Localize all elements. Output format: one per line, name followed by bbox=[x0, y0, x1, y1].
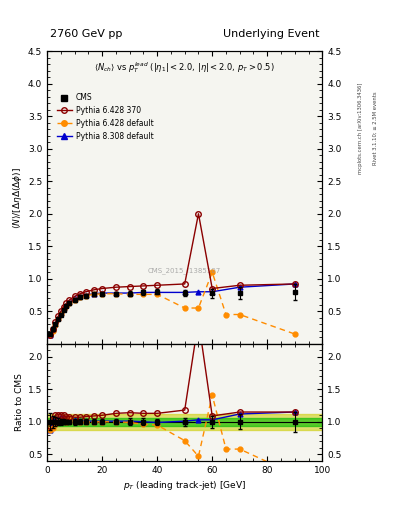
Text: CMS_2015_I1385107: CMS_2015_I1385107 bbox=[148, 267, 221, 274]
Legend: CMS, Pythia 6.428 370, Pythia 6.428 default, Pythia 8.308 default: CMS, Pythia 6.428 370, Pythia 6.428 defa… bbox=[54, 90, 157, 144]
Text: Rivet 3.1.10; ≥ 2.5M events: Rivet 3.1.10; ≥ 2.5M events bbox=[373, 91, 378, 165]
Text: Underlying Event: Underlying Event bbox=[223, 30, 320, 39]
Bar bbox=[47, 418, 322, 425]
Text: 2760 GeV pp: 2760 GeV pp bbox=[50, 30, 122, 39]
Y-axis label: $\langle N\rangle/[\Delta\eta\Delta(\Delta\phi)]$: $\langle N\rangle/[\Delta\eta\Delta(\Del… bbox=[11, 166, 24, 228]
Y-axis label: Ratio to CMS: Ratio to CMS bbox=[15, 373, 24, 431]
Text: mcplots.cern.ch [arXiv:1306.3436]: mcplots.cern.ch [arXiv:1306.3436] bbox=[358, 82, 363, 174]
Bar bbox=[47, 414, 322, 430]
X-axis label: $p_T$ (leading track-jet) [GeV]: $p_T$ (leading track-jet) [GeV] bbox=[123, 479, 246, 492]
Text: $\langle N_{ch}\rangle$ vs $p_T^{lead}$ ($|\eta_1|<2.0,\,|\eta|<2.0,\,p_T>0.5$): $\langle N_{ch}\rangle$ vs $p_T^{lead}$ … bbox=[94, 60, 275, 75]
